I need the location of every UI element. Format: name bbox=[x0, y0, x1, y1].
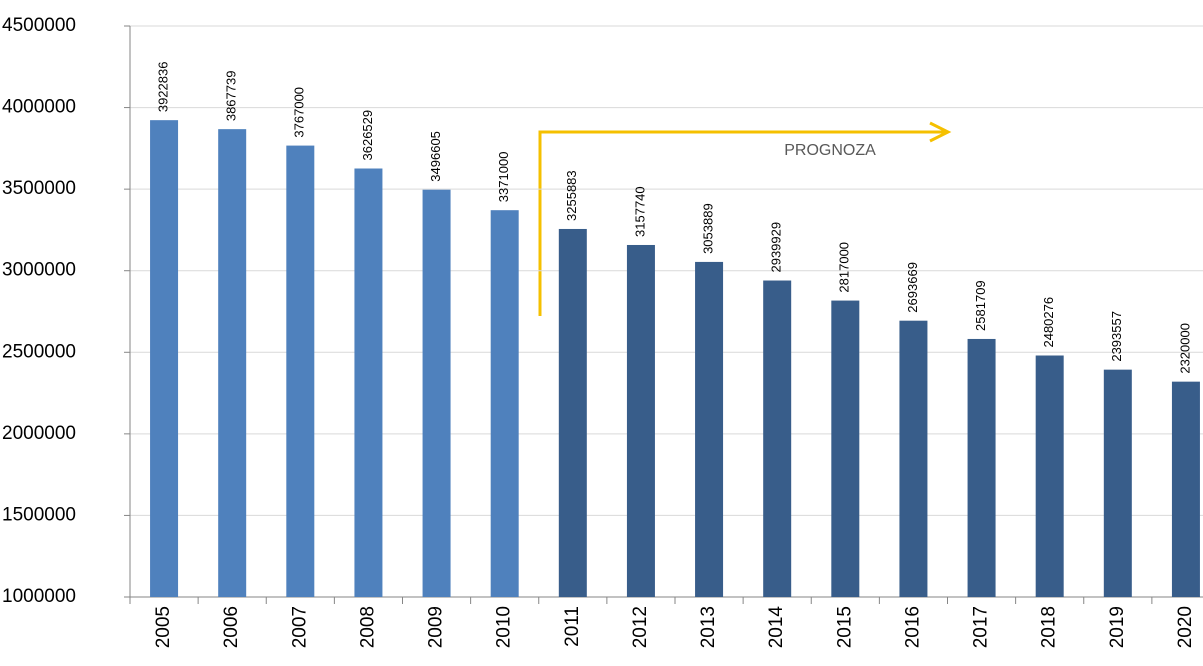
x-tick-label: 2011 bbox=[562, 606, 583, 647]
bar bbox=[967, 338, 996, 597]
value-label: 3867739 bbox=[224, 71, 239, 122]
x-tick-label: 2019 bbox=[1107, 606, 1128, 648]
value-label: 2939929 bbox=[769, 222, 784, 273]
bar bbox=[899, 320, 928, 597]
value-label: 2581709 bbox=[973, 280, 988, 331]
value-label: 3157740 bbox=[632, 186, 647, 237]
x-tick-label: 2017 bbox=[971, 606, 992, 648]
x-tick-label: 2009 bbox=[426, 606, 447, 648]
bar bbox=[1035, 355, 1064, 597]
value-label: 3626529 bbox=[360, 110, 375, 161]
bar bbox=[831, 300, 860, 597]
x-tick-label: 2013 bbox=[698, 606, 719, 648]
value-label: 2693669 bbox=[905, 262, 920, 313]
value-label: 3371000 bbox=[496, 152, 511, 203]
y-tick-label: 2500000 bbox=[2, 341, 76, 362]
x-tick-label: 2012 bbox=[630, 606, 651, 648]
x-tick-label: 2008 bbox=[357, 606, 378, 648]
value-label: 2393557 bbox=[1109, 311, 1124, 362]
y-tick-label: 1500000 bbox=[2, 504, 76, 525]
x-tick-label: 2014 bbox=[766, 606, 787, 649]
y-tick-label: 4000000 bbox=[2, 97, 76, 118]
value-label: 3922836 bbox=[156, 62, 171, 113]
y-tick-label: 4500000 bbox=[2, 15, 76, 36]
value-label: 2480276 bbox=[1041, 297, 1056, 348]
x-tick-label: 2018 bbox=[1039, 606, 1060, 648]
y-tick-label: 3000000 bbox=[2, 260, 76, 281]
x-tick-label: 2010 bbox=[494, 606, 515, 648]
bar bbox=[695, 261, 724, 597]
x-tick-label: 2005 bbox=[153, 606, 174, 648]
value-label: 3496605 bbox=[428, 131, 443, 182]
bar bbox=[490, 210, 519, 597]
bar bbox=[763, 280, 792, 597]
y-tick-label: 1000000 bbox=[2, 586, 76, 607]
bar bbox=[150, 120, 179, 597]
value-label: 2817000 bbox=[837, 242, 852, 293]
value-label: 3255883 bbox=[564, 170, 579, 221]
y-tick-label: 2000000 bbox=[2, 423, 76, 444]
value-label: 3053889 bbox=[701, 203, 716, 254]
bar bbox=[354, 168, 383, 597]
y-tick-label: 3500000 bbox=[2, 178, 76, 199]
x-tick-label: 2015 bbox=[834, 606, 855, 648]
x-tick-label: 2020 bbox=[1175, 606, 1196, 648]
bar bbox=[1103, 369, 1132, 597]
arrow-head bbox=[929, 121, 952, 143]
bar bbox=[422, 189, 451, 598]
x-tick-label: 2006 bbox=[221, 606, 242, 648]
bar bbox=[218, 129, 247, 597]
value-label: 2320000 bbox=[1177, 323, 1192, 374]
x-tick-label: 2007 bbox=[289, 606, 310, 648]
bar bbox=[558, 228, 587, 597]
bar bbox=[1171, 381, 1200, 597]
bar bbox=[626, 244, 655, 597]
value-label: 3767000 bbox=[292, 87, 307, 138]
forecast-arrow bbox=[538, 130, 945, 316]
bar bbox=[286, 145, 315, 597]
x-tick-label: 2016 bbox=[902, 606, 923, 648]
annotation: PROGNOZA bbox=[784, 142, 876, 159]
